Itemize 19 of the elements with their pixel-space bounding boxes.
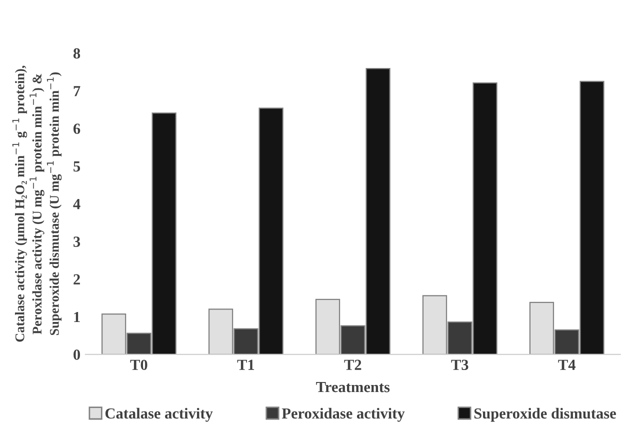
x-tick-label: T2 [344, 360, 362, 370]
y-tick-label: 4 [73, 199, 80, 210]
y-tick-label: 7 [74, 86, 80, 96]
y-tick-label: 6 [73, 124, 80, 134]
legend-label: Catalase activity [105, 408, 213, 422]
legend-label: Peroxidase activity [282, 408, 405, 422]
y-tick-label: 3 [74, 236, 80, 247]
y-tick-label: 1 [74, 312, 80, 322]
x-tick-label: T3 [451, 360, 468, 370]
x-tick-label: T1 [237, 360, 254, 370]
x-tick-label: T4 [558, 360, 576, 370]
x-tick-label: T0 [130, 360, 148, 370]
y-tick-label: 5 [74, 161, 80, 172]
y-tick-label: 0 [74, 350, 80, 360]
legend-label: Superoxide dismutase [474, 408, 616, 422]
y-tick-label: 2 [74, 274, 80, 284]
text: Catalase activity (µmol H₂O₂ min$^{−1}$ g$^{−1}$ protein), Peroxidase activity (U mg$^{−1}$ protein min$^{−1}$) & Superoxide dismutase (U mg$^{−1}$ protein min$^{−1}$) [12, 66, 62, 342]
y-tick-label: 8 [73, 48, 80, 59]
x-axis-title: Treatments [316, 382, 390, 392]
